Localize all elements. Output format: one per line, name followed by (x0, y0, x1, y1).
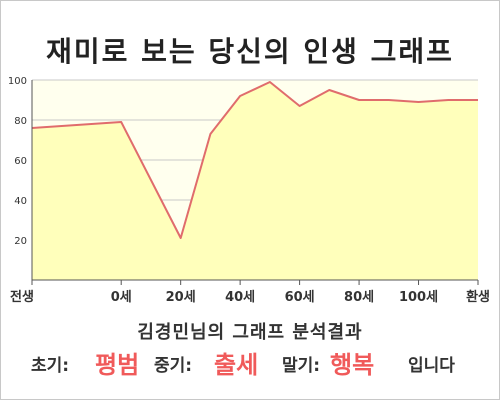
chart-title: 재미로 보는 당신의 인생 그래프 (46, 35, 454, 68)
late-stage-value: 행복 (330, 351, 375, 379)
early-stage-value: 평범 (95, 351, 140, 379)
y-tick-label: 100 (8, 76, 27, 87)
x-tick-label: 환생 (466, 289, 490, 305)
life-area (32, 82, 478, 280)
early-stage-label: 초기: (31, 356, 70, 376)
summary-title: 김경민님의 그래프 분석결과 (137, 322, 363, 343)
x-tick-labels: 전생 0세 20세 40세 60세 80세 100세 환생 (10, 289, 490, 305)
y-tick-label: 80 (14, 116, 27, 127)
closing-text: 입니다 (408, 356, 455, 376)
y-tick-labels: 20 40 60 80 100 (8, 76, 27, 247)
x-tick-label: 40세 (225, 290, 255, 305)
axes (31, 80, 479, 285)
late-stage-label: 말기: (282, 356, 321, 376)
x-tick-label: 80세 (344, 290, 374, 305)
x-tick-label: 20세 (166, 290, 196, 305)
analysis-result-row: 초기: 평범 중기: 출세 말기: 행복 입니다 (0, 346, 500, 382)
middle-stage-value: 출세 (214, 351, 259, 379)
y-tick-label: 40 (14, 196, 27, 207)
life-line (31, 81, 478, 239)
x-tick-label: 0세 (111, 290, 132, 305)
y-tick-label: 20 (14, 236, 27, 247)
middle-stage-label: 중기: (154, 356, 193, 376)
x-tick-label: 전생 (10, 289, 34, 305)
x-tick-label: 100세 (399, 290, 438, 305)
x-tick-label: 60세 (285, 290, 315, 305)
y-tick-label: 60 (14, 156, 27, 167)
